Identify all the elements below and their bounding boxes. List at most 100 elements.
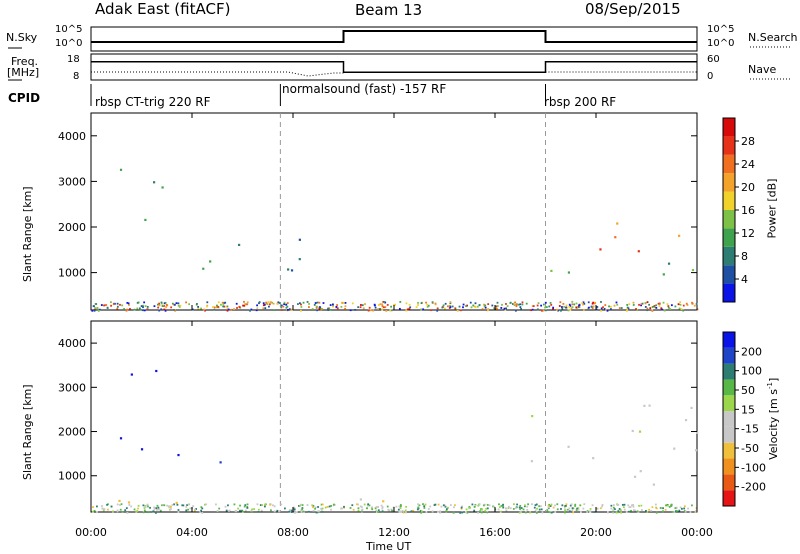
power-data-point bbox=[563, 305, 566, 308]
velocity-data-point bbox=[650, 510, 653, 512]
cpid-label: CPID bbox=[8, 91, 41, 105]
velocity-data-point bbox=[343, 505, 345, 508]
power-data-point bbox=[426, 305, 429, 308]
velocity-data-point bbox=[234, 509, 237, 513]
power-data-point bbox=[308, 306, 310, 308]
velocity-data-point bbox=[124, 509, 127, 512]
velocity-data-point bbox=[546, 509, 549, 511]
velocity-data-point bbox=[351, 504, 354, 507]
velocity-data-point bbox=[655, 507, 658, 510]
power-data-point bbox=[314, 302, 317, 304]
power-data-point bbox=[620, 307, 623, 309]
power-data-point bbox=[649, 307, 652, 309]
power-data-point bbox=[436, 307, 439, 310]
velocity-data-point bbox=[424, 503, 427, 506]
nave-bot-tick: 0 bbox=[707, 71, 714, 82]
power-data-point bbox=[264, 307, 267, 310]
velocity-data-point bbox=[264, 503, 266, 506]
power-axis-title: Power [dB] bbox=[765, 178, 779, 239]
velocity-data-point bbox=[684, 419, 688, 422]
power-data-point bbox=[691, 268, 695, 272]
power-data-point bbox=[128, 304, 130, 306]
velocity-data-point bbox=[444, 505, 447, 508]
power-data-point bbox=[93, 305, 96, 308]
y-tick-label: 4000 bbox=[58, 130, 86, 143]
x-tick-label: 04:00 bbox=[176, 526, 208, 539]
noise-bot-tick: 10^0 bbox=[55, 38, 83, 49]
power-data-point bbox=[495, 305, 498, 308]
power-data-point bbox=[420, 302, 423, 304]
power-data-point bbox=[625, 309, 628, 312]
power-data-point bbox=[342, 301, 345, 304]
power-data-point bbox=[544, 306, 546, 309]
power-data-point bbox=[270, 301, 272, 304]
velocity-data-point bbox=[357, 507, 360, 510]
power-data-point bbox=[390, 309, 393, 312]
power-data-point bbox=[336, 307, 339, 310]
velocity-data-point bbox=[133, 508, 136, 511]
velocity-data-point bbox=[276, 509, 279, 512]
velocity-data-point bbox=[244, 509, 247, 512]
velocity-data-point bbox=[199, 511, 202, 514]
velocity-data-point bbox=[203, 503, 206, 506]
velocity-data-point bbox=[639, 470, 642, 473]
power-data-point bbox=[680, 308, 683, 311]
velocity-data-point bbox=[177, 509, 180, 511]
power-data-point bbox=[567, 271, 571, 274]
velocity-data-point bbox=[612, 504, 615, 507]
power-data-point bbox=[590, 306, 593, 308]
power-data-point bbox=[496, 305, 499, 307]
power-data-point bbox=[298, 238, 301, 241]
velocity-data-point bbox=[469, 506, 472, 509]
velocity-data-point bbox=[453, 506, 455, 509]
power-data-point bbox=[142, 306, 144, 309]
power-data-point bbox=[191, 308, 194, 311]
velocity-colorbar-swatch bbox=[723, 395, 735, 412]
power-data-point bbox=[504, 308, 507, 311]
velocity-data-point bbox=[566, 508, 569, 511]
power-data-point bbox=[262, 304, 265, 307]
power-data-point bbox=[209, 260, 212, 263]
power-data-point bbox=[357, 306, 360, 309]
velocity-data-point bbox=[416, 508, 419, 511]
velocity-data-point bbox=[518, 506, 521, 509]
nsearch-label: N.Search bbox=[748, 31, 798, 44]
power-data-point bbox=[608, 305, 610, 308]
velocity-data-point bbox=[569, 504, 572, 507]
power-data-point bbox=[430, 309, 433, 312]
power-data-point bbox=[258, 301, 261, 304]
power-data-point bbox=[217, 305, 220, 308]
power-data-point bbox=[110, 304, 112, 307]
velocity-data-point bbox=[326, 505, 329, 508]
velocity-data-point bbox=[119, 437, 123, 440]
power-data-point bbox=[653, 306, 656, 309]
velocity-data-point bbox=[522, 508, 525, 511]
power-data-point bbox=[140, 305, 143, 307]
power-data-point bbox=[605, 309, 607, 311]
power-data-point bbox=[213, 308, 216, 311]
power-data-point bbox=[242, 304, 245, 307]
power-data-point bbox=[674, 305, 677, 308]
velocity-data-point bbox=[399, 504, 402, 506]
power-data-point bbox=[174, 303, 176, 306]
velocity-data-point bbox=[283, 507, 286, 510]
velocity-data-point bbox=[554, 504, 556, 507]
power-data-point bbox=[203, 309, 206, 312]
velocity-data-point bbox=[577, 508, 580, 511]
power-data-point bbox=[299, 309, 302, 312]
velocity-data-point bbox=[474, 504, 477, 507]
velocity-data-point bbox=[534, 504, 537, 507]
velocity-data-point bbox=[146, 503, 149, 506]
power-data-point bbox=[212, 306, 214, 308]
power-data-point bbox=[663, 309, 666, 312]
velocity-colorbar-frame bbox=[722, 331, 736, 507]
velocity-data-point bbox=[154, 511, 157, 514]
power-data-point bbox=[174, 309, 177, 312]
power-data-point bbox=[626, 306, 629, 309]
velocity-data-point bbox=[381, 510, 384, 513]
velocity-data-point bbox=[442, 504, 445, 507]
power-data-point bbox=[142, 304, 145, 307]
velocity-data-point bbox=[135, 510, 138, 513]
x-tick-label: 16:00 bbox=[479, 526, 511, 539]
velocity-data-point bbox=[306, 504, 309, 506]
